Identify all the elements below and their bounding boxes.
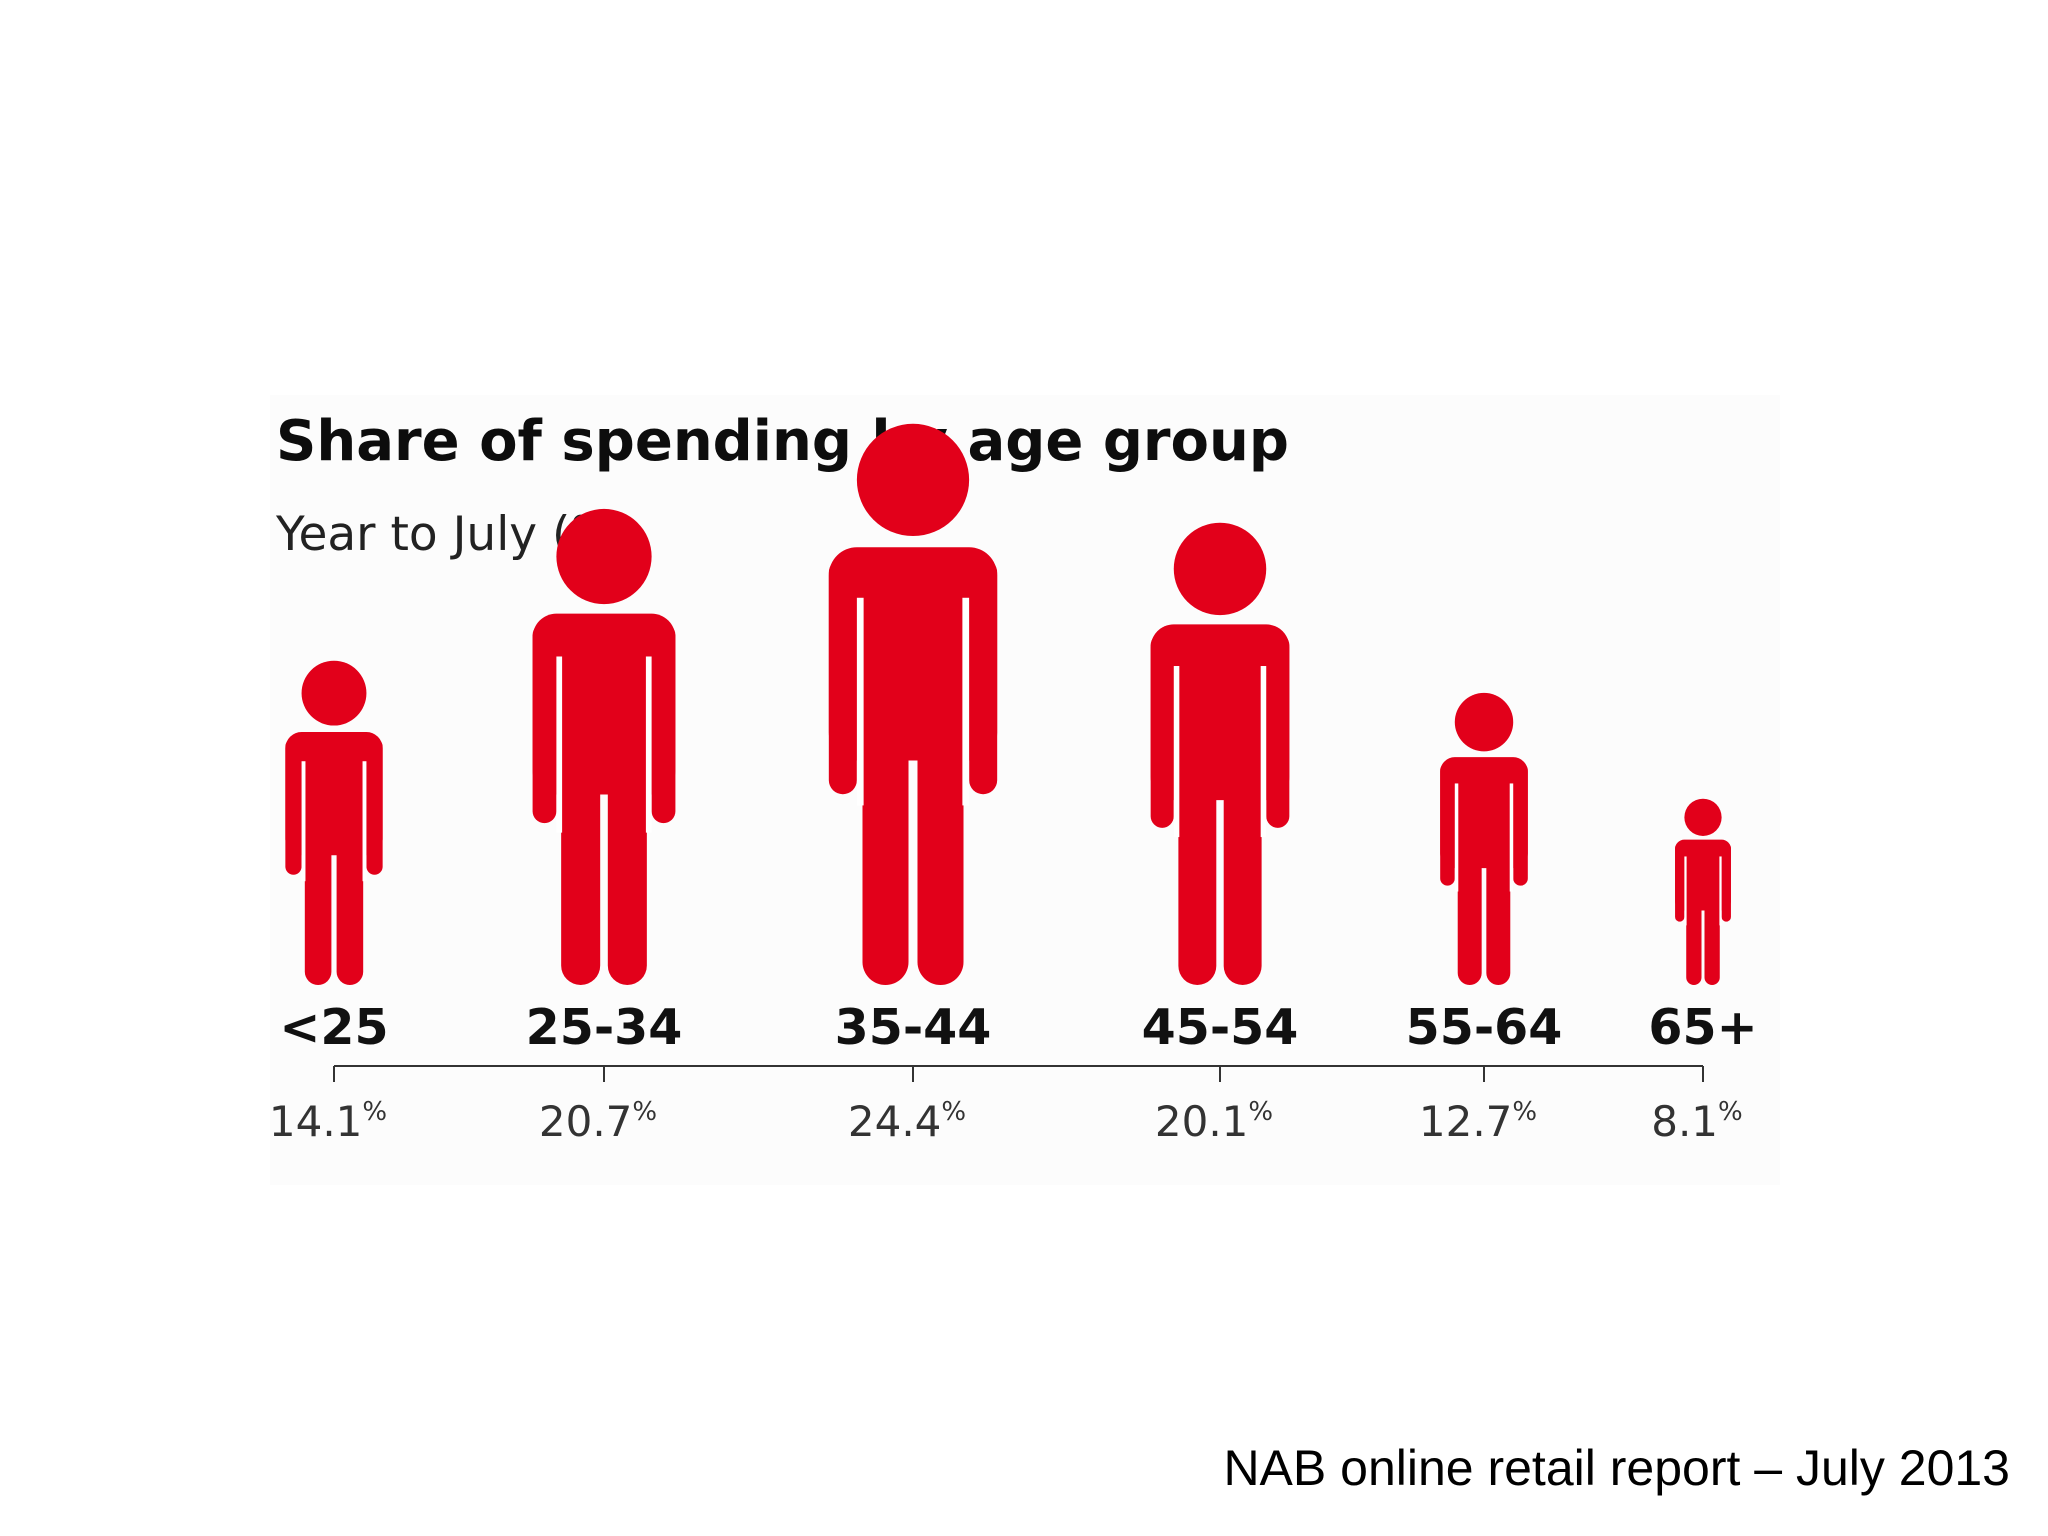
person-figure: [1150, 522, 1290, 985]
category-label: 35-44: [835, 999, 992, 1056]
category-labels: <25 25-34 35-44 45-54 55-64 65+: [279, 999, 1757, 1056]
person-figure: [1440, 692, 1528, 985]
x-axis: [333, 1065, 1704, 1082]
category-label: 45-54: [1142, 999, 1299, 1056]
value-label: 12.7%: [1419, 1097, 1537, 1146]
person-figure: [532, 508, 676, 985]
category-label: 55-64: [1406, 999, 1563, 1056]
person-figures: [285, 423, 1731, 985]
value-labels: 14.1% 20.7% 24.4% 20.1% 12.7% 8.1%: [269, 1097, 1743, 1146]
category-label: 65+: [1648, 999, 1757, 1056]
source-note: NAB online retail report – July 2013: [1223, 1440, 2010, 1496]
person-figure: [1675, 798, 1731, 985]
category-label: 25-34: [526, 999, 683, 1056]
person-figure: [828, 423, 998, 985]
chart-panel: [270, 395, 1780, 1185]
category-label: <25: [279, 999, 388, 1056]
person-figure: [285, 660, 383, 985]
value-label: 24.4%: [848, 1097, 966, 1146]
chart-title: Share of spending by age group: [276, 409, 1289, 474]
